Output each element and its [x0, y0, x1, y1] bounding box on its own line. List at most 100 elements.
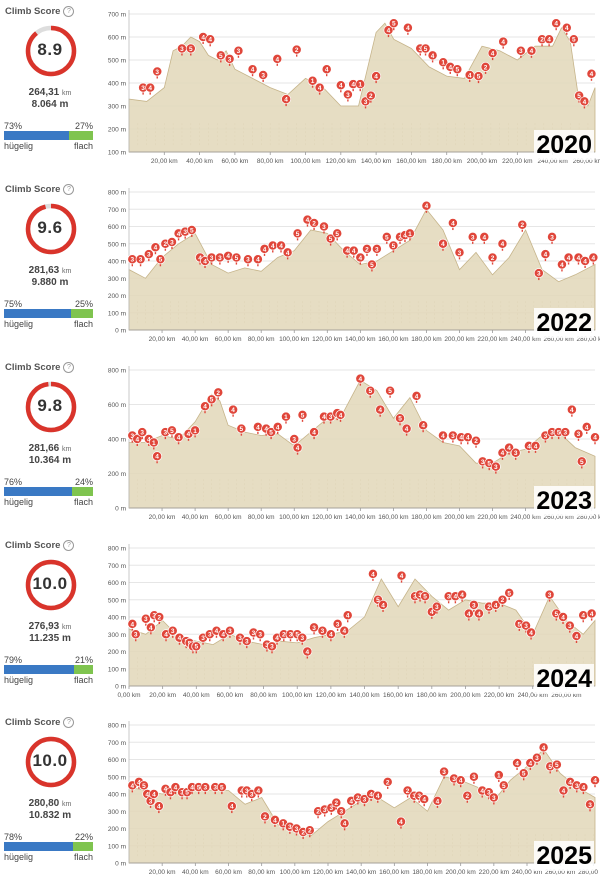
climb-marker[interactable]: 4 — [411, 390, 422, 403]
climb-marker[interactable]: 5 — [365, 385, 376, 398]
climb-marker[interactable]: 3 — [515, 45, 526, 58]
climb-marker[interactable]: 5 — [388, 240, 399, 253]
climb-marker[interactable]: 3 — [371, 243, 382, 256]
climb-marker[interactable]: 5 — [388, 18, 399, 31]
climb-marker[interactable]: 5 — [297, 409, 308, 422]
climb-marker[interactable]: 4 — [427, 50, 438, 63]
climb-marker[interactable]: 4 — [479, 231, 490, 244]
climb-marker[interactable]: 2 — [309, 218, 320, 231]
climb-marker[interactable]: 4 — [292, 442, 303, 455]
climb-marker[interactable]: 5 — [292, 228, 303, 241]
climb-marker[interactable]: 4 — [512, 758, 523, 770]
climb-marker[interactable]: 4 — [226, 801, 237, 814]
climb-marker[interactable]: 2 — [213, 387, 224, 400]
climb-marker[interactable]: 4 — [530, 440, 541, 453]
climb-marker[interactable]: 4 — [462, 432, 473, 445]
climb-marker[interactable]: 2 — [362, 243, 372, 256]
climb-marker[interactable]: 4 — [579, 96, 590, 109]
climb-marker[interactable]: 4 — [558, 785, 569, 798]
climb-marker[interactable]: 1 — [281, 411, 291, 424]
climb-marker[interactable]: 4 — [526, 627, 537, 640]
climb-marker[interactable]: 4 — [339, 818, 350, 831]
climb-marker[interactable]: 4 — [557, 259, 567, 272]
climb-marker[interactable]: 5 — [266, 427, 277, 440]
elevation-profile-chart[interactable]: 0 m 100 m 200 m 300 m 400 m 500 m 600 m 700 m 80… — [100, 178, 600, 356]
climb-marker[interactable]: 4 — [170, 782, 181, 795]
climb-marker[interactable]: 1 — [438, 57, 449, 70]
climb-marker[interactable]: 5 — [576, 456, 587, 469]
climb-marker[interactable]: 4 — [586, 68, 597, 81]
climb-marker[interactable]: 1 — [404, 228, 415, 241]
climb-marker[interactable]: 4 — [498, 36, 509, 49]
help-icon[interactable]: ? — [63, 540, 75, 551]
climb-marker[interactable]: 5 — [332, 228, 343, 241]
climb-marker[interactable]: 1 — [307, 75, 318, 88]
climb-marker[interactable]: 4 — [463, 608, 474, 621]
help-icon[interactable]: ? — [63, 6, 75, 17]
climb-marker[interactable]: 5 — [568, 34, 579, 47]
climb-marker[interactable]: 4 — [401, 423, 412, 436]
climb-marker[interactable]: 4 — [402, 22, 413, 35]
climb-marker[interactable]: 3 — [241, 636, 252, 649]
climb-marker[interactable]: 4 — [302, 646, 313, 659]
climb-marker[interactable]: 4 — [253, 785, 264, 798]
climb-marker[interactable]: 2 — [497, 594, 508, 607]
climb-marker[interactable]: 3 — [267, 641, 277, 654]
climb-marker[interactable]: 2 — [517, 219, 528, 232]
climb-marker[interactable]: 4 — [276, 240, 286, 253]
climb-marker[interactable]: 4 — [580, 256, 591, 268]
climb-marker[interactable]: 4 — [540, 249, 551, 262]
climb-marker[interactable]: 5 — [216, 782, 227, 795]
climb-marker[interactable]: 3 — [468, 599, 479, 612]
climb-marker[interactable]: 3 — [319, 221, 329, 234]
climb-marker[interactable]: 4 — [558, 612, 568, 624]
climb-marker[interactable]: 3 — [585, 799, 595, 812]
climb-marker[interactable]: 3 — [167, 237, 177, 250]
climb-marker[interactable]: 3 — [317, 625, 328, 638]
climb-marker[interactable]: 4 — [538, 742, 549, 755]
climb-marker[interactable]: 3 — [467, 231, 478, 244]
climb-marker[interactable]: 3 — [454, 247, 465, 260]
climb-marker[interactable]: 4 — [525, 758, 536, 770]
climb-marker[interactable]: 1 — [148, 437, 159, 450]
elevation-profile-chart[interactable]: 0 m 100 m 200 m 300 m 400 m 500 m 600 m 700 m 80… — [100, 711, 600, 889]
climb-marker[interactable]: 2 — [365, 90, 376, 103]
climb-marker[interactable]: 3 — [560, 427, 571, 440]
climb-marker[interactable]: 4 — [153, 801, 164, 814]
climb-marker[interactable]: 2 — [382, 776, 393, 789]
climb-marker[interactable]: 4 — [578, 782, 589, 795]
climb-marker[interactable]: 4 — [145, 622, 156, 635]
climb-marker[interactable]: 4 — [247, 64, 258, 77]
climb-marker[interactable]: 4 — [252, 254, 263, 267]
climb-marker[interactable]: 3 — [297, 632, 308, 645]
climb-marker[interactable]: 4 — [321, 64, 332, 77]
climb-marker[interactable]: 4 — [148, 789, 159, 801]
climb-marker[interactable]: 3 — [342, 89, 353, 102]
climb-marker[interactable]: 5 — [498, 780, 509, 793]
climb-marker[interactable]: 4 — [544, 34, 555, 47]
climb-marker[interactable]: 4 — [447, 218, 458, 231]
climb-marker[interactable]: 4 — [367, 568, 378, 581]
climb-marker[interactable]: 3 — [200, 782, 211, 795]
climb-marker[interactable]: 4 — [348, 245, 359, 258]
climb-marker[interactable]: 5 — [514, 618, 525, 631]
climb-marker[interactable]: 2 — [260, 811, 270, 824]
climb-marker[interactable]: 4 — [252, 421, 263, 434]
climb-marker[interactable]: 4 — [504, 442, 515, 455]
climb-marker[interactable]: 3 — [533, 268, 544, 281]
climb-marker[interactable]: 3 — [135, 254, 146, 267]
climb-marker[interactable]: 4 — [561, 22, 572, 35]
climb-marker[interactable]: 3 — [137, 427, 148, 440]
climb-marker[interactable]: 4 — [150, 242, 161, 255]
climb-marker[interactable]: 5 — [155, 254, 166, 267]
climb-marker[interactable]: 4 — [490, 599, 501, 612]
climb-marker[interactable]: 3 — [490, 461, 501, 474]
climb-marker[interactable]: 2 — [402, 785, 413, 798]
climb-marker[interactable]: 4 — [419, 794, 430, 807]
climb-marker[interactable]: 3 — [143, 249, 154, 262]
climb-marker[interactable]: 1 — [190, 425, 201, 438]
climb-marker[interactable]: 3 — [152, 66, 163, 79]
climb-marker[interactable]: 4 — [378, 599, 388, 612]
climb-marker[interactable]: 2 — [291, 44, 302, 57]
climb-marker[interactable]: 4 — [526, 45, 537, 58]
